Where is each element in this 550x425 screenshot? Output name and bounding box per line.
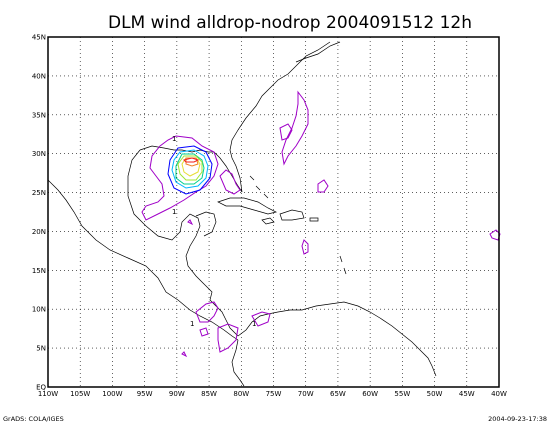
contour-level5 [177, 155, 203, 181]
contour-label-colombia: 1 [252, 320, 256, 328]
contour-label-panama: 1 [190, 320, 194, 328]
x-tick-label: 105W [70, 390, 90, 398]
y-tick-label: 5N [36, 345, 46, 353]
map-title: DLM wind alldrop-nodrop 2004091512 12h [108, 13, 472, 33]
contour-level1-caribbean [301, 239, 309, 255]
contour-level1-colombia-a [217, 323, 239, 353]
y-tick-label: 40N [32, 72, 46, 80]
y-tick-label: 20N [32, 228, 46, 236]
x-tick-label: 45W [459, 390, 475, 398]
contour-label-south: 1 [172, 208, 176, 216]
y-axis-ticks: EQ 5N 10N 15N 20N 25N 30N 35N 40N 45N [32, 34, 47, 392]
y-tick-label: 10N [32, 306, 46, 314]
contour-level1-east [219, 169, 241, 195]
contour-level1-atlantic-b [279, 123, 293, 141]
contour-level2 [167, 145, 213, 195]
x-tick-label: 85W [201, 390, 217, 398]
contour-level1-small-b [181, 351, 188, 358]
contour-level1-colombia-b [251, 311, 271, 327]
x-tick-label: 50W [427, 390, 443, 398]
x-tick-label: 70W [298, 390, 314, 398]
contour-level8 [183, 157, 200, 163]
x-tick-label: 60W [362, 390, 378, 398]
x-axis-ticks: 110W 105W 100W 95W 90W 85W 80W 75W 70W 65W 60W 55W 5… [38, 390, 507, 398]
x-tick-label: 110W [38, 390, 58, 398]
grid-lines [48, 37, 499, 387]
x-tick-label: 100W [102, 390, 122, 398]
x-tick-label: 40W [491, 390, 507, 398]
footer-right: 2004-09-23-17:38 [488, 415, 547, 423]
x-tick-label: 55W [394, 390, 410, 398]
y-tick-label: 25N [32, 189, 46, 197]
contours [141, 90, 501, 358]
contour-level1-atlantic-a [281, 90, 309, 166]
coastlines [47, 41, 437, 387]
x-tick-label: 80W [233, 390, 249, 398]
map-frame [47, 36, 500, 388]
contour-level1-small-a [199, 327, 209, 337]
x-tick-label: 75W [266, 390, 282, 398]
y-tick-label: 35N [32, 111, 46, 119]
x-tick-label: 90W [169, 390, 185, 398]
footer-left: GrADS: COLA/IGES [3, 415, 64, 423]
x-tick-label: 95W [137, 390, 153, 398]
contour-level3 [171, 149, 209, 189]
contour-level1-panama [195, 301, 219, 323]
x-tick-label: 65W [330, 390, 346, 398]
contour-level1-small-c [187, 219, 194, 226]
contour-level7 [185, 157, 199, 167]
y-tick-label: EQ [36, 384, 46, 392]
contour-level1-atlantic-c [317, 179, 329, 193]
contour-level4 [175, 153, 205, 185]
contour-level1-main [141, 135, 219, 221]
y-tick-label: 30N [32, 150, 46, 158]
contour-label-north: 1 [172, 135, 176, 143]
y-tick-label: 45N [32, 34, 46, 42]
y-tick-label: 15N [32, 267, 46, 275]
